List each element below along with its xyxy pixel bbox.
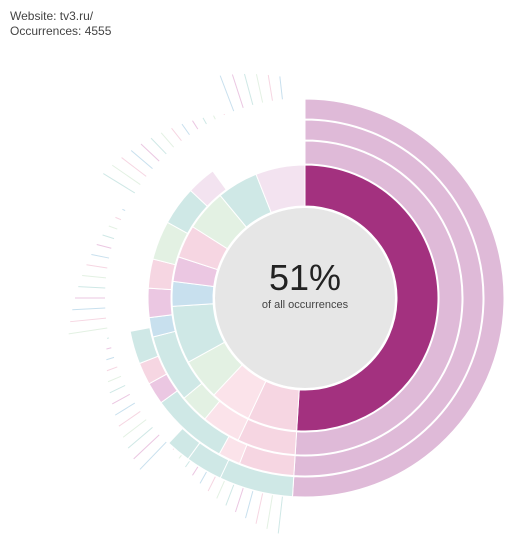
leaf-spoke <box>70 317 107 323</box>
leaf-spoke <box>150 137 167 155</box>
leaf-spoke <box>122 208 126 212</box>
leaf-spoke <box>103 173 136 194</box>
leaf-spoke <box>231 74 244 108</box>
leaf-spoke <box>127 427 153 449</box>
leaf-spoke <box>121 157 147 177</box>
leaf-spoke <box>91 253 110 259</box>
occurrences-label: Occurrences: 4555 <box>10 24 112 38</box>
leaf-spoke <box>140 143 160 162</box>
sunburst-segment[interactable] <box>168 427 201 460</box>
leaf-spoke <box>96 244 112 249</box>
center-caption: of all occurrences <box>262 299 349 311</box>
leaf-spoke <box>78 286 106 289</box>
leaf-spoke <box>172 448 175 450</box>
sunburst-segment[interactable] <box>147 287 173 319</box>
website-label: Website: tv3.ru/ <box>10 9 94 23</box>
leaf-spoke <box>185 460 190 468</box>
leaf-spoke <box>108 225 118 230</box>
leaf-spoke <box>82 275 107 279</box>
center-percentage: 51% <box>269 257 341 298</box>
leaf-spoke <box>115 216 122 221</box>
leaf-spoke <box>111 393 130 405</box>
leaf-spoke <box>225 484 235 506</box>
leaf-spoke <box>114 402 136 416</box>
sunburst-segment[interactable] <box>219 459 295 498</box>
leaf-spoke <box>106 366 118 372</box>
leaf-spoke <box>279 76 283 100</box>
leaf-spoke <box>192 120 199 130</box>
center-circle[interactable] <box>215 208 395 388</box>
leaf-spoke <box>130 150 153 169</box>
leaf-spoke <box>245 490 254 519</box>
leaf-spoke <box>112 164 141 185</box>
leaf-spoke <box>266 495 273 529</box>
leaf-spoke <box>207 476 216 492</box>
leaf-spoke <box>181 123 190 136</box>
sunburst-arcs[interactable] <box>68 73 505 534</box>
sunburst-segment[interactable] <box>255 164 306 214</box>
leaf-spoke <box>277 496 283 534</box>
leaf-spoke <box>171 127 182 142</box>
sunburst-segment[interactable] <box>294 140 463 456</box>
leaf-spoke <box>255 74 264 103</box>
leaf-spoke <box>107 375 122 383</box>
leaf-spoke <box>213 115 216 120</box>
leaf-spoke <box>139 441 167 470</box>
leaf-spoke <box>109 384 126 394</box>
sunburst-segment[interactable] <box>189 170 227 207</box>
selected-segment[interactable] <box>296 164 439 432</box>
leaf-spoke <box>72 307 106 311</box>
leaf-spoke <box>244 73 254 106</box>
leaf-spoke <box>106 356 115 361</box>
leaf-spoke <box>178 454 182 459</box>
leaf-spoke <box>267 74 273 101</box>
leaf-spoke <box>202 117 207 125</box>
leaf-spoke <box>118 411 141 427</box>
leaf-spoke <box>68 327 108 335</box>
chart-info: Website: tv3.ru/ Occurrences: 4555 <box>10 9 111 39</box>
leaf-spoke <box>86 264 108 269</box>
leaf-spoke <box>216 480 225 499</box>
leaf-spoke <box>122 419 147 438</box>
leaf-spoke <box>199 471 207 484</box>
leaf-spoke <box>255 493 264 524</box>
leaf-spoke <box>160 132 175 148</box>
leaf-spoke <box>102 234 115 240</box>
leaf-spoke <box>234 488 244 513</box>
leaf-spoke <box>219 75 235 112</box>
sunburst-segment[interactable] <box>129 327 159 365</box>
leaf-spoke <box>192 466 199 476</box>
leaf-spoke <box>106 347 112 350</box>
leaf-spoke <box>133 434 160 460</box>
